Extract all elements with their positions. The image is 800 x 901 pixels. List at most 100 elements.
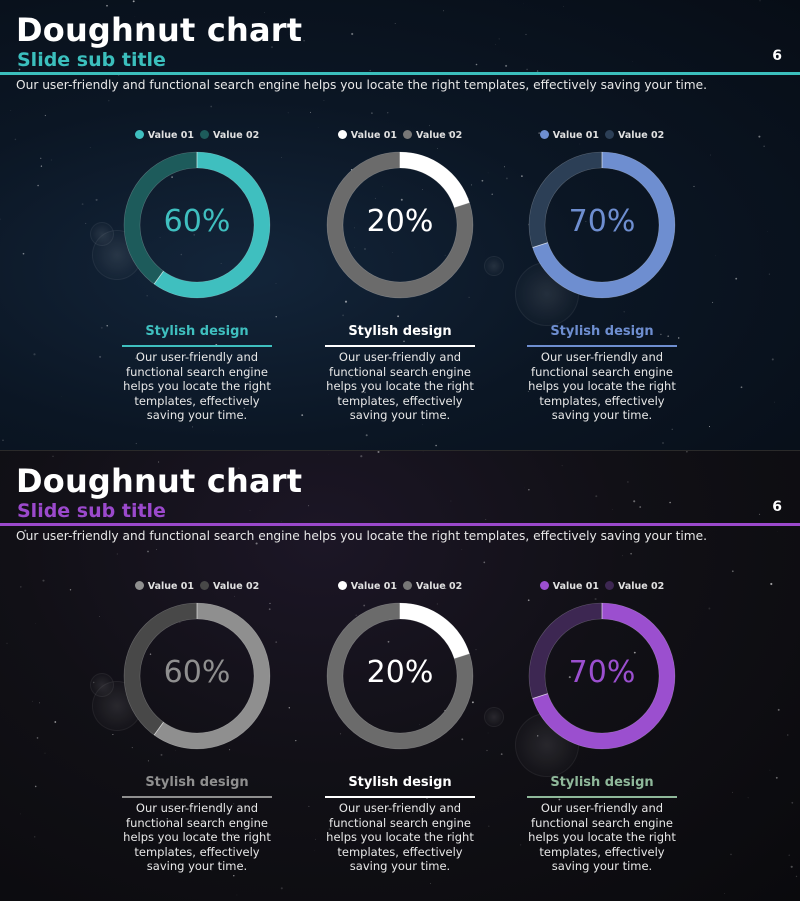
star (237, 895, 238, 896)
legend-label: Value 02 (416, 130, 462, 141)
star (476, 64, 478, 66)
page-title: Doughnut chart (16, 461, 302, 501)
legend-item: Value 01 (338, 130, 397, 141)
star (108, 100, 109, 101)
donut-percent-label: 20% (325, 653, 475, 693)
star (772, 358, 774, 360)
star (501, 753, 503, 755)
star (42, 580, 44, 582)
star (2, 440, 4, 442)
star (303, 40, 304, 41)
chart-caption-title: Stylish design (527, 324, 677, 339)
star (748, 797, 749, 798)
star (44, 753, 45, 754)
legend-dot (540, 130, 549, 139)
star (562, 465, 563, 466)
star (10, 110, 11, 111)
star (210, 106, 212, 108)
legend-dot (540, 581, 549, 590)
star (710, 155, 711, 156)
star (35, 786, 37, 788)
star (776, 777, 778, 779)
chart-caption-text: Our user-friendly and functional search … (117, 801, 277, 874)
star (778, 709, 780, 711)
star (787, 734, 788, 735)
star (106, 5, 108, 7)
star (96, 199, 98, 201)
star (70, 589, 71, 590)
star (395, 23, 396, 24)
star (37, 185, 39, 187)
star (85, 223, 86, 224)
legend-dot (338, 130, 347, 139)
star (351, 33, 353, 35)
caption-underline (325, 345, 475, 347)
chart-caption-title: Stylish design (325, 324, 475, 339)
intro-text: Our user-friendly and functional search … (16, 529, 707, 543)
star (524, 488, 525, 489)
star (485, 519, 486, 520)
chart-caption-title: Stylish design (122, 324, 272, 339)
star (730, 854, 732, 856)
star (45, 115, 46, 116)
slide-1: Doughnut chart Slide sub title 6 Our use… (0, 0, 800, 450)
star (724, 893, 725, 894)
star (760, 0, 761, 1)
star (632, 61, 633, 62)
star (136, 443, 137, 444)
star (791, 802, 793, 804)
star (662, 442, 664, 444)
star (715, 256, 716, 257)
legend-label: Value 01 (148, 130, 194, 141)
star (741, 386, 743, 388)
star (712, 302, 713, 303)
star (147, 551, 149, 553)
page-number: 6 (772, 48, 782, 64)
star (41, 165, 42, 166)
legend-label: Value 01 (553, 130, 599, 141)
legend-item: Value 01 (540, 130, 599, 141)
slide-2: Doughnut chart Slide sub title 6 Our use… (0, 450, 800, 901)
star (99, 356, 101, 358)
star (133, 0, 135, 2)
legend-label: Value 02 (213, 581, 259, 592)
legend-item: Value 02 (605, 581, 664, 592)
star (526, 69, 528, 71)
donut-percent-label: 70% (527, 653, 677, 693)
star (770, 583, 772, 585)
star (308, 505, 309, 506)
star (630, 553, 632, 555)
star (32, 701, 33, 702)
legend-label: Value 01 (351, 581, 397, 592)
star (0, 219, 1, 220)
legend-label: Value 01 (148, 581, 194, 592)
legend-item: Value 02 (605, 130, 664, 141)
star (758, 136, 760, 138)
legend-dot (200, 581, 209, 590)
star (495, 44, 496, 45)
legend-dot (135, 581, 144, 590)
star (732, 792, 733, 793)
caption-underline (527, 345, 677, 347)
legend-item: Value 02 (403, 130, 462, 141)
chart-caption-title: Stylish design (122, 775, 272, 790)
star (377, 451, 379, 453)
legend-label: Value 01 (553, 581, 599, 592)
star (709, 426, 710, 427)
star (764, 146, 765, 147)
star (53, 456, 54, 457)
star (735, 278, 737, 280)
legend-label: Value 01 (351, 130, 397, 141)
star (443, 10, 444, 11)
star (33, 353, 35, 355)
star (90, 147, 91, 148)
star (563, 6, 564, 7)
legend-item: Value 01 (338, 581, 397, 592)
legend-item: Value 01 (135, 581, 194, 592)
page-number: 6 (772, 499, 782, 515)
star (461, 549, 462, 550)
